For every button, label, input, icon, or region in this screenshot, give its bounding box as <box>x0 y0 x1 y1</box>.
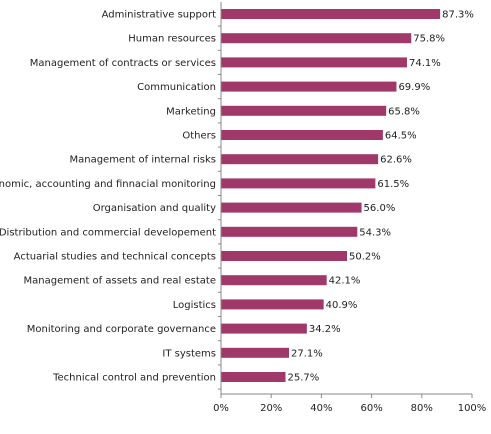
category-label: Human resources <box>128 34 216 45</box>
value-label: 27.1% <box>291 348 323 359</box>
bar <box>221 130 383 140</box>
bar <box>221 202 362 213</box>
labels-layer: Administrative support 87.3% Human resourc… <box>0 10 474 384</box>
bars-layer <box>221 9 441 382</box>
category-label: Technical control and prevention <box>52 373 216 384</box>
value-label: 54.3% <box>359 227 391 238</box>
category-label: Others <box>182 131 216 142</box>
category-label: Actuarial studies and technical concepts <box>14 252 216 263</box>
value-label: 56.0% <box>364 203 396 214</box>
category-label: Management of contracts or services <box>30 58 216 69</box>
bar <box>221 81 397 92</box>
x-tick-label: 80% <box>411 403 433 414</box>
category-label: Economic, accounting and finnacial monit… <box>0 179 216 190</box>
value-label: 75.8% <box>413 34 445 45</box>
bar <box>221 251 348 261</box>
bar <box>221 9 441 19</box>
value-label: 61.5% <box>377 179 409 190</box>
bar <box>221 299 324 310</box>
x-tick-label: 0% <box>213 403 229 414</box>
category-label: Marketing <box>166 106 216 117</box>
value-label: 40.9% <box>326 300 358 311</box>
category-label: Administrative support <box>102 10 216 21</box>
bar <box>221 372 286 382</box>
category-label: Distribution and commercial developement <box>0 227 216 238</box>
x-tick-label: 40% <box>310 403 332 414</box>
bar <box>221 347 290 358</box>
x-tick-label: 20% <box>260 403 282 414</box>
category-label: Management of internal risks <box>69 155 216 166</box>
x-tick-label: 60% <box>360 403 382 414</box>
category-label: Organisation and quality <box>93 203 216 214</box>
bar <box>221 57 407 68</box>
value-label: 64.5% <box>385 131 417 142</box>
value-label: 34.2% <box>309 324 341 335</box>
bar <box>221 33 412 44</box>
category-label: Management of assets and real estate <box>24 276 217 287</box>
bar <box>221 323 307 334</box>
value-label: 69.9% <box>398 82 430 93</box>
x-axis: 0% 20% 40% 60% 80% 100% <box>213 2 486 414</box>
value-label: 42.1% <box>329 276 361 287</box>
category-label: Communication <box>137 82 216 93</box>
x-tick-label: 100% <box>458 403 487 414</box>
value-label: 62.6% <box>380 155 412 166</box>
value-label: 65.8% <box>388 106 420 117</box>
category-label: IT systems <box>162 348 216 359</box>
category-label: Monitoring and corporate governance <box>27 324 216 335</box>
category-label: Logistics <box>173 300 216 311</box>
bar <box>221 275 327 286</box>
value-label: 50.2% <box>349 252 381 263</box>
bar <box>221 154 379 165</box>
value-label: 74.1% <box>409 58 441 69</box>
value-label: 25.7% <box>288 373 320 384</box>
bar <box>221 226 358 237</box>
bar <box>221 178 376 189</box>
bar <box>221 105 387 116</box>
value-label: 87.3% <box>442 10 474 21</box>
